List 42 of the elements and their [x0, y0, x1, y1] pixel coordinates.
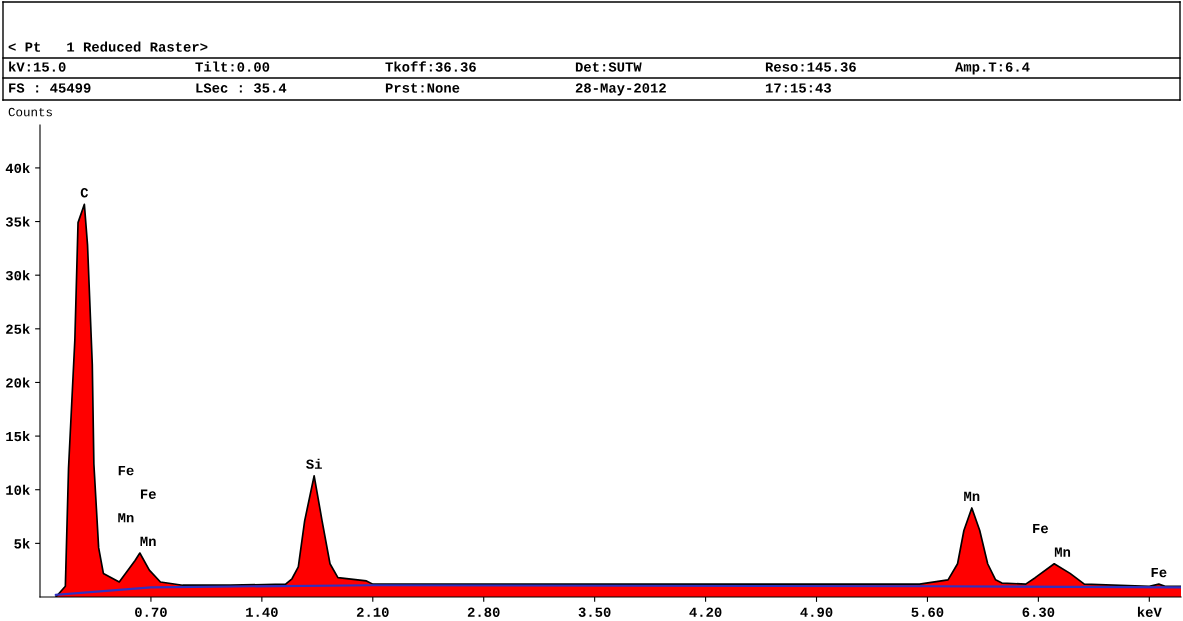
annotation: Mn: [140, 536, 156, 546]
text: Tkoff:36.36: [385, 61, 476, 72]
text: Prst:None: [385, 83, 460, 93]
annotation: Fe: [1033, 523, 1048, 534]
text: Amp.T:6.4: [955, 62, 1030, 75]
x-tick-label: keV: [1137, 606, 1162, 617]
x-tick-label: 4.20: [689, 607, 722, 617]
annotation: C: [80, 188, 89, 198]
x-tick-label: 0.70: [135, 607, 167, 617]
annotation: Mn: [964, 491, 980, 501]
y-tick-label: 40k: [5, 162, 30, 174]
text: Det:SUTW: [575, 62, 642, 72]
y-tick-label: 5k: [14, 538, 30, 549]
annotation: Mn: [118, 513, 134, 523]
y-axis-title: Counts: [8, 107, 52, 117]
x-tick-label: 5.60: [911, 607, 944, 617]
x-tick-label: 2.80: [467, 607, 500, 617]
text: Tilt:0.00: [195, 61, 270, 72]
y-tick-label: 30k: [5, 270, 30, 281]
x-tick-label: 6.30: [1022, 607, 1055, 617]
text: 28-May-2012: [575, 83, 666, 96]
annotation: Fe: [140, 489, 156, 499]
annotation: Fe: [118, 465, 134, 476]
text: kV:15.0: [9, 61, 66, 72]
text: Reso:145.36: [765, 62, 856, 72]
annotation: Mn: [1054, 547, 1071, 557]
x-tick-label: 2.10: [356, 607, 389, 617]
annotation: Si: [306, 458, 322, 469]
annotation: Fe: [1151, 567, 1167, 578]
y-tick-label: 35k: [5, 216, 30, 227]
line-series: [54, 584, 1181, 596]
text: < Pt 1 Reduced Raster>: [8, 41, 208, 52]
x-tick-label: 3.50: [578, 607, 611, 617]
y-tick-label: 20k: [6, 377, 30, 388]
x-tick-label: 4.90: [800, 607, 833, 617]
y-tick-label: 25k: [6, 323, 30, 334]
x-tick-label: 1.40: [246, 607, 278, 617]
text: LSec : 35.4: [196, 83, 287, 93]
y-tick-label: 10k: [6, 484, 30, 495]
text: FS : 45499: [9, 83, 91, 93]
y-tick-label: 15k: [6, 431, 30, 442]
text: 17:15:43: [765, 83, 831, 93]
